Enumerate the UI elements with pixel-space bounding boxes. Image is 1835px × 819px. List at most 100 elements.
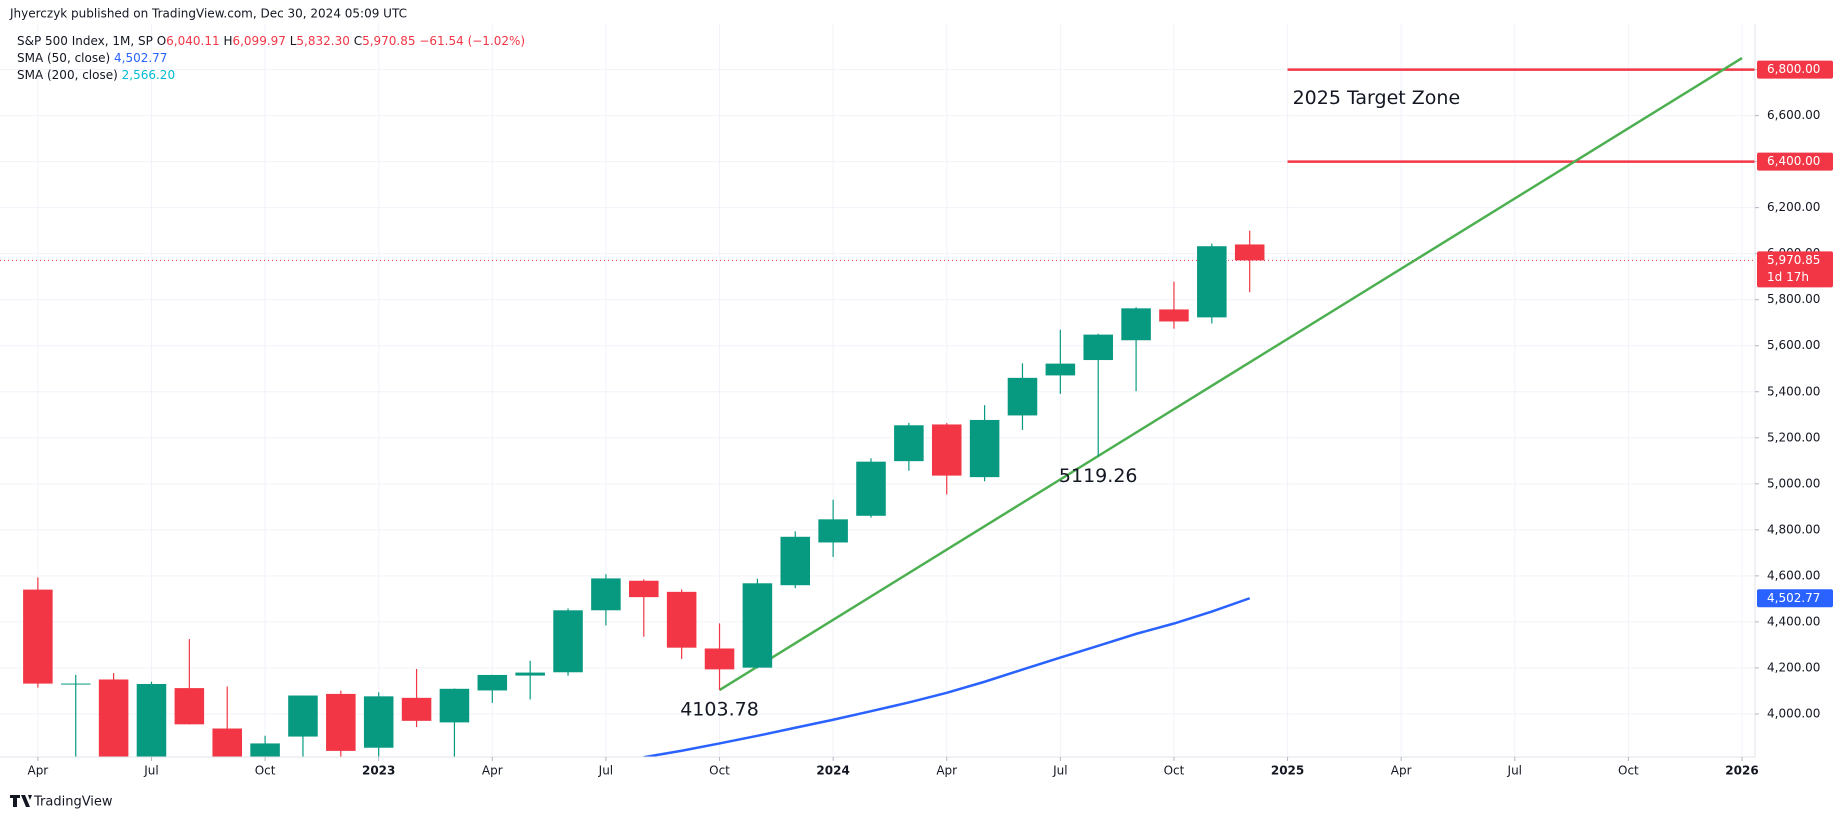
candle-body [1159,309,1189,322]
x-tick-label: Oct [1618,764,1639,778]
candle-body [856,461,886,516]
indicator-name: SMA (50, close) [17,51,110,65]
candle-body [1007,377,1038,416]
candle-body [931,424,962,476]
x-tick-label: Apr [482,764,503,778]
candle-body [515,672,545,676]
quote-value: 6,040.11 [166,34,219,48]
symbol: S&P 500 Index, 1M, SP [17,34,153,48]
axis-badge-label: 6,400.00 [1767,154,1820,168]
brand-logo: TradingView [10,795,113,810]
trendline [718,56,1743,692]
candle-body [1045,363,1076,376]
change: −61.54 (−1.02%) [419,34,525,48]
candle-body [553,610,583,673]
x-tick-label: 2026 [1725,764,1758,778]
candle-body [136,683,167,757]
logo-mark [10,795,32,807]
countdown: 1d 17h [1767,270,1809,284]
candle-body [704,648,735,670]
axis-badge [1757,589,1833,608]
x-tick-label: Apr [936,764,957,778]
legend-row: SMA (200, close) 2,566.20 [17,68,175,82]
indicator-value: 4,502.77 [114,51,167,65]
x-tick-label: 2025 [1271,764,1304,778]
candle-body [894,425,924,462]
candle-body [212,728,242,757]
plot-area [0,56,1755,757]
quote-label: O [157,34,166,48]
candle-body [60,683,91,685]
axis-badge-label: 5,970.85 [1767,253,1820,267]
candle-body [742,583,773,668]
y-tick-label: 6,200.00 [1767,200,1820,214]
candle-body [250,743,280,757]
indicator-name: SMA (200, close) [17,68,118,82]
candle-body [1197,246,1227,318]
sma-line [643,597,1251,757]
x-tick-label: Jul [143,764,158,778]
y-tick-label: 4,600.00 [1767,568,1820,582]
candle-body [23,589,53,684]
x-tick-label: Jul [1052,764,1067,778]
candle-body [818,519,848,543]
quote-value: 6,099.97 [232,34,285,48]
y-tick-label: 4,000.00 [1767,706,1820,720]
x-tick-label: 2023 [362,764,395,778]
x-tick-label: Oct [1164,764,1185,778]
y-tick-label: 5,000.00 [1767,476,1820,490]
y-tick-label: 4,400.00 [1767,614,1820,628]
quote-label: L [290,34,297,48]
candle-body [401,697,432,721]
brand: TradingView [33,795,113,810]
candle-body [1083,334,1113,361]
annotation: 4103.78 [680,699,759,721]
axis-badge [1757,251,1833,288]
candle-body [363,696,394,748]
candle-body [780,536,811,586]
indicator-value: 2,566.20 [122,68,175,82]
candle-body [326,693,356,751]
y-tick-label: 5,200.00 [1767,430,1820,444]
quote-value: 5,832.30 [296,34,349,48]
y-tick-label: 6,600.00 [1767,108,1820,122]
y-tick-label: 5,600.00 [1767,338,1820,352]
candle-body [969,419,1000,478]
axis-badge [1757,152,1833,171]
candle-body [439,688,470,723]
x-tick-label: Oct [255,764,276,778]
y-tick-label: 4,200.00 [1767,660,1820,674]
x-tick-label: Apr [27,764,48,778]
y-tick-label: 5,400.00 [1767,384,1820,398]
candle-body [1234,244,1265,261]
axis-badge-label: 6,800.00 [1767,62,1820,76]
grid [0,24,1755,757]
zone-label: 2025 Target Zone [1293,87,1461,109]
x-tick-label: Jul [1507,764,1522,778]
axis-badge [1757,60,1833,79]
candle-body [98,679,129,757]
publisher: Jhyerczyk published on TradingView.com, … [9,7,407,21]
quote-value: 5,970.85 [362,34,415,48]
y-tick-label: 5,800.00 [1767,292,1820,306]
annotation: 5119.26 [1059,465,1138,487]
y-tick-label: 4,800.00 [1767,522,1820,536]
candle-body [1121,308,1151,341]
x-tick-label: Oct [709,764,730,778]
candle-body [174,688,205,725]
quote-label: C [354,34,362,48]
quote-label: H [223,34,232,48]
candle-body [591,578,621,611]
legend-row: S&P 500 Index, 1M, SP O6,040.11 H6,099.9… [17,34,525,48]
candle-body [629,580,659,598]
legend-row: SMA (50, close) 4,502.77 [17,51,167,65]
axis-badge-label: 4,502.77 [1767,591,1820,605]
candle-body [288,695,318,737]
candle-body [477,674,508,691]
x-tick-label: 2024 [816,764,849,778]
x-tick-label: Jul [598,764,613,778]
axes: 4,000.00 4,200.00 4,400.00 4,600.00 4,800.00… [0,24,1833,778]
candle-body [666,591,697,648]
